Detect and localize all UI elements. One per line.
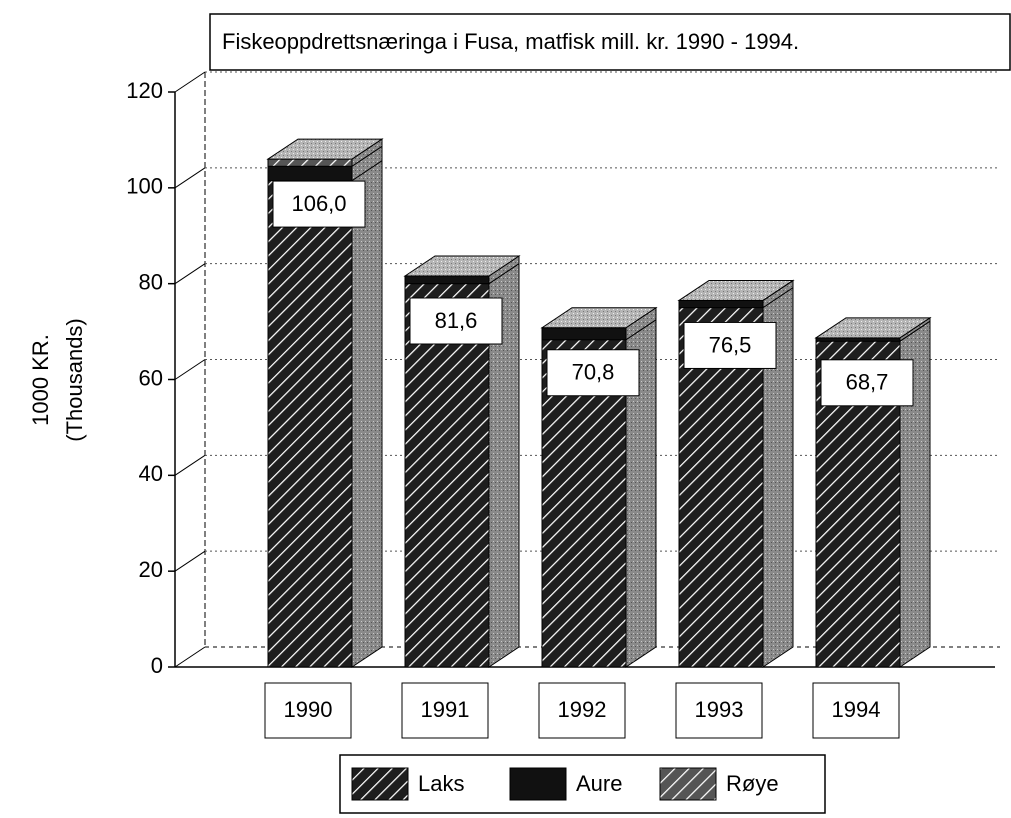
y-tick-depth <box>174 71 206 93</box>
value-label-box <box>683 321 777 369</box>
value-label-box <box>272 180 366 228</box>
y-tick-label: 0 <box>151 653 163 678</box>
y-tick-label: 40 <box>139 461 163 486</box>
value-label-box <box>820 359 914 407</box>
x-tick-label: 1990 <box>284 697 333 722</box>
x-tick-label: 1993 <box>695 697 744 722</box>
legend-swatch <box>509 767 567 801</box>
legend-label: Røye <box>726 771 779 796</box>
bar-segment <box>541 327 627 341</box>
y-tick-label: 80 <box>139 269 163 294</box>
bar-top <box>403 255 521 277</box>
y-tick-depth <box>174 550 206 572</box>
x-tick-box <box>812 682 900 739</box>
x-tick-label: 1992 <box>558 697 607 722</box>
y-tick-label: 60 <box>139 365 163 390</box>
bar-segment <box>815 337 901 342</box>
chart-title: Fiskeoppdrettsnæringa i Fusa, matfisk mi… <box>222 29 799 54</box>
x-tick-box <box>264 682 352 739</box>
legend-label: Aure <box>576 771 622 796</box>
y-tick-label: 100 <box>126 174 163 199</box>
bar-segment <box>267 158 353 167</box>
y-axis-label: (Thousands) <box>62 318 87 442</box>
y-tick-depth <box>174 646 206 668</box>
x-tick-label: 1991 <box>421 697 470 722</box>
x-tick-box <box>401 682 489 739</box>
value-label: 76,5 <box>709 332 752 357</box>
y-axis-label: 1000 KR. <box>28 334 53 426</box>
value-label-box <box>409 297 503 345</box>
legend-label: Laks <box>418 771 464 796</box>
value-label-box <box>546 349 640 397</box>
legend-box <box>339 754 826 814</box>
value-label: 68,7 <box>846 370 889 395</box>
y-tick-depth <box>174 359 206 380</box>
bar-top <box>677 279 795 301</box>
title-box <box>209 13 1011 71</box>
bar-segment <box>267 180 353 668</box>
bar-top <box>540 307 658 329</box>
x-tick-box <box>675 682 763 739</box>
bar-top <box>266 138 384 160</box>
x-tick-box <box>538 682 626 739</box>
bar-segment <box>267 165 353 182</box>
bar-segment <box>404 275 490 285</box>
bar-top <box>814 317 932 339</box>
legend-swatch <box>659 767 717 801</box>
y-tick-label: 120 <box>126 78 163 103</box>
y-tick-label: 20 <box>139 557 163 582</box>
value-label: 81,6 <box>435 308 478 333</box>
bar-segment <box>678 299 764 309</box>
y-tick-depth <box>174 263 206 285</box>
legend-swatch <box>351 767 409 801</box>
bar-side <box>351 159 383 668</box>
value-label: 70,8 <box>572 360 615 385</box>
y-tick-depth <box>174 167 206 189</box>
x-tick-label: 1994 <box>832 697 881 722</box>
value-label: 106,0 <box>291 191 346 216</box>
y-tick-depth <box>174 454 206 476</box>
